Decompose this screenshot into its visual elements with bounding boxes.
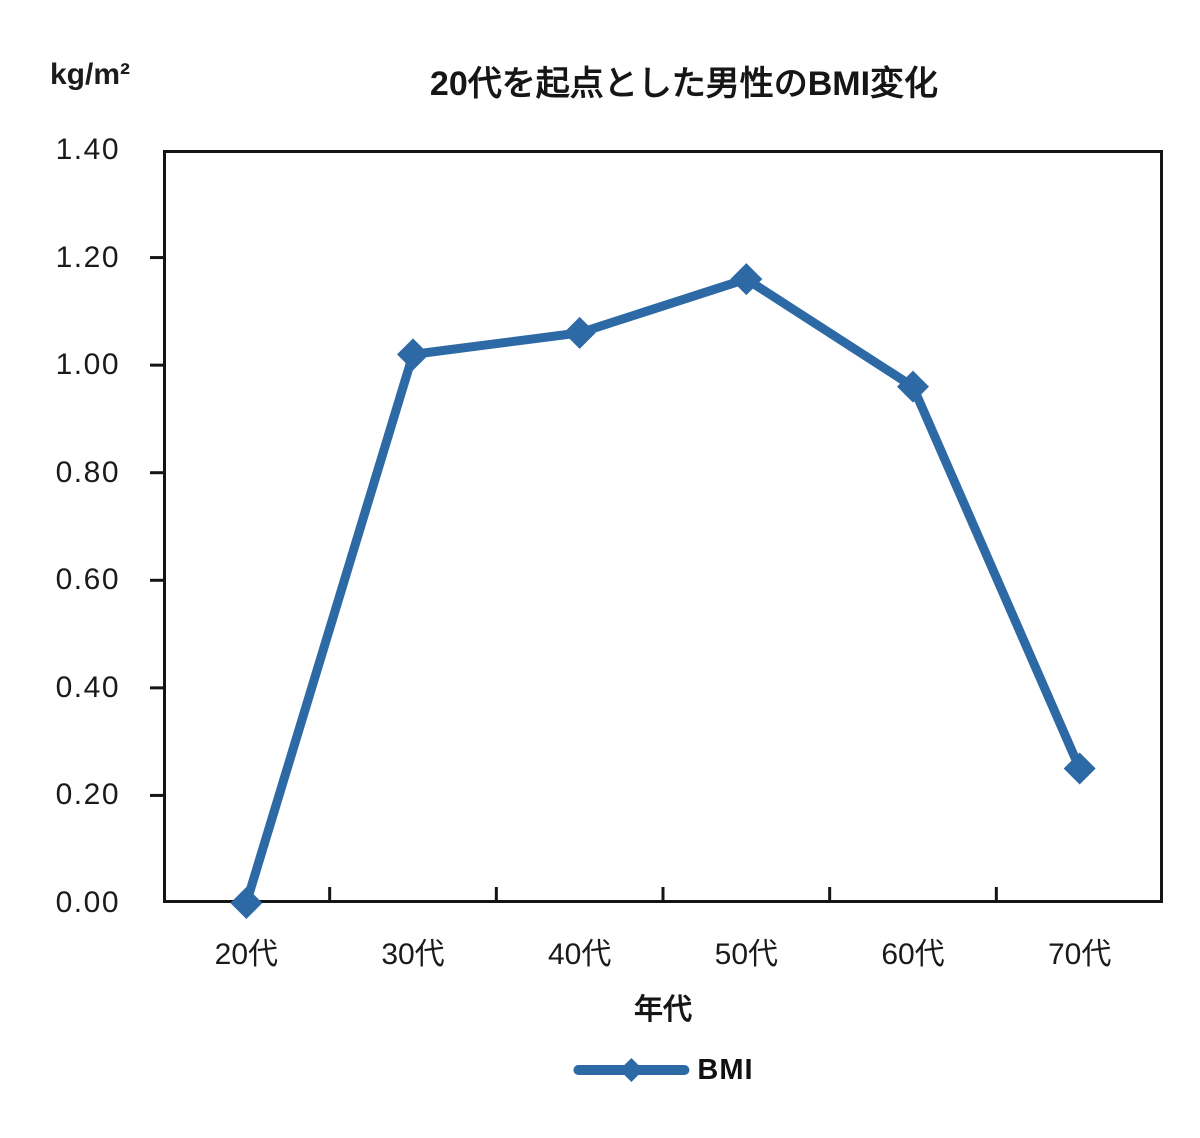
plot-svg — [150, 150, 1163, 919]
y-tick-label: 0.40 — [55, 670, 120, 704]
chart-title: 20代を起点とした男性のBMI変化 — [429, 65, 939, 103]
y-tick-label: 1.40 — [55, 133, 120, 166]
y-tick-label: 0.80 — [55, 455, 120, 489]
x-tick-label: 60代 — [881, 938, 945, 971]
x-tick-label: 70代 — [1047, 938, 1112, 971]
data-point-marker — [897, 370, 929, 403]
y-axis-unit-label: kg/m² — [50, 58, 131, 91]
data-point-marker — [563, 316, 596, 349]
x-tick-label: 50代 — [714, 938, 779, 971]
legend: BMI — [572, 1052, 753, 1088]
legend-series-label: BMI — [697, 1053, 754, 1086]
data-point-marker — [397, 338, 429, 371]
x-tick-label: 30代 — [381, 938, 445, 971]
data-point-marker — [1063, 752, 1096, 785]
y-tick-label: 1.20 — [55, 240, 120, 274]
y-tick-label: 1.00 — [55, 348, 120, 382]
y-tick-label: 0.00 — [55, 886, 120, 919]
legend-series-marker — [573, 1058, 690, 1082]
data-point-marker — [730, 263, 763, 296]
x-tick-label: 20代 — [214, 938, 279, 971]
x-tick-label: 40代 — [547, 938, 612, 971]
plot-area — [150, 150, 1163, 919]
y-tick-label: 0.20 — [55, 778, 120, 812]
data-point-marker — [230, 887, 263, 919]
y-tick-label: 0.60 — [55, 563, 120, 597]
x-axis-title: 年代 — [633, 994, 692, 1026]
